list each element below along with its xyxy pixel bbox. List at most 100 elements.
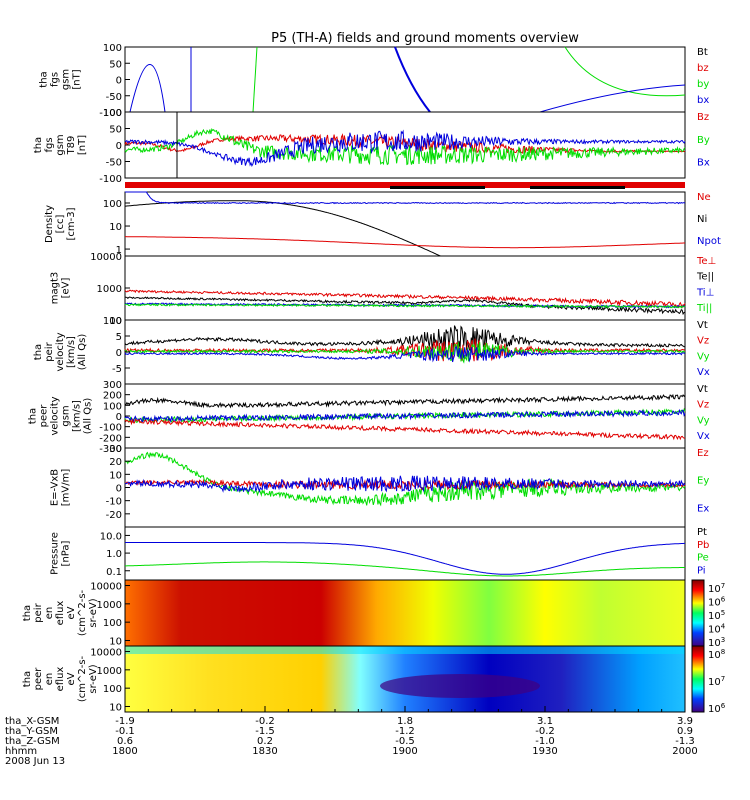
x-tick-label: 0.6 <box>117 736 133 747</box>
x-tick-label: 0.2 <box>257 736 273 747</box>
y-tick-label: -100 <box>99 174 122 185</box>
y-tick-label: 10 <box>109 470 122 481</box>
series-line-red <box>125 236 685 249</box>
y-tick-label: -20 <box>106 510 122 521</box>
x-tick-label: 1.8 <box>397 716 413 727</box>
y-tick-label: 10 <box>109 636 122 647</box>
spectrogram-top-band <box>125 646 685 654</box>
x-tick-label: -1.0 <box>535 736 555 747</box>
legend-entry: Te⊥ <box>696 256 716 267</box>
series-line-blue <box>125 542 685 575</box>
y-tick-label: -200 <box>99 433 122 444</box>
y-tick-label: 30 <box>109 444 122 455</box>
x-tick-label: 1830 <box>252 746 277 757</box>
y-tick-label: -50 <box>106 92 122 103</box>
series-line-black <box>124 200 685 257</box>
legend-entry: Ez <box>697 448 709 459</box>
y-axis-label: thapeirenefluxeV(cm^2-s-sr-eV) <box>22 589 99 636</box>
y-tick-label: 0 <box>116 76 122 87</box>
y-tick-label: 100 <box>103 684 122 695</box>
y-tick-label: 1000 <box>97 600 122 611</box>
legend-entry: Bz <box>697 112 709 123</box>
series-line-red <box>124 418 686 441</box>
x-tick-label: -0.5 <box>395 736 415 747</box>
y-tick-label: 1000 <box>97 666 122 677</box>
legend-entry: Ti⊥ <box>696 287 714 298</box>
y-tick-label: -300 <box>99 444 122 455</box>
x-tick-label: -0.2 <box>535 726 555 737</box>
y-axis-label: thafgsgsm[nT] <box>39 69 83 90</box>
panel-Bt-0: 100 50 0 -50 -100 thafgsgsm[nT] Bt bz by bx <box>39 43 710 119</box>
x-tick-label: -1.2 <box>395 726 415 737</box>
series-line-green <box>124 342 686 364</box>
date-label: 2008 Jun 13 <box>5 756 65 767</box>
time-axis: tha_X-GSM -1.9 -0.2 1.8 3.1 3.9 tha_Y-GSM -0.1 -… <box>5 706 698 767</box>
figure-title: P5 (TH-A) fields and ground moments over… <box>271 31 579 46</box>
colorbar-tick-label: 107 <box>708 582 725 595</box>
y-axis-label: Density[cc][cm-3] <box>44 205 77 243</box>
colorbar-tick-label: 105 <box>708 609 725 622</box>
y-tick-label: 10.0 <box>100 531 122 542</box>
series-line-black <box>124 325 686 353</box>
panel-frame <box>124 111 686 179</box>
y-tick-label: -100 <box>99 108 122 119</box>
x-tick-label: 1930 <box>532 746 557 757</box>
x-tick-label: -1.5 <box>255 726 275 737</box>
flag-segment <box>390 186 485 189</box>
legend-entry: Vy <box>697 351 710 362</box>
x-tick-label: 2000 <box>672 746 697 757</box>
y-axis-label: thapeerenefluxeV(cm^2-s-sr-eV) <box>22 655 99 702</box>
legend-entry: Bx <box>697 158 710 169</box>
series-line-red <box>124 133 686 155</box>
y-tick-label: -100 <box>99 423 122 434</box>
y-tick-label: 50 <box>109 59 122 70</box>
legend-entry: bz <box>697 63 709 74</box>
x-tick-label: -0.2 <box>255 716 275 727</box>
legend-entry: Bt <box>697 47 708 58</box>
series-line-blue <box>129 64 166 113</box>
legend-entry: Vt <box>697 384 708 395</box>
series-line-red <box>124 289 686 309</box>
row-label: tha_Z-GSM <box>5 736 60 747</box>
y-tick-label: 200 <box>103 391 122 402</box>
panel-frame <box>124 526 686 581</box>
legend-entry: bx <box>697 95 709 106</box>
series-line-red <box>124 338 686 362</box>
y-tick-label: -10 <box>106 497 122 508</box>
y-tick-label: 0 <box>116 348 122 359</box>
series-line-blue <box>394 46 431 113</box>
row-label: tha_Y-GSM <box>5 726 58 737</box>
legend-entry: By <box>697 135 710 146</box>
x-tick-label: 1800 <box>112 746 137 757</box>
legend-entry: Vx <box>697 367 710 378</box>
y-tick-label: 20 <box>109 457 122 468</box>
panel-Vt-5: 10 5 0 -5 thapeirvelocity[km/s](All Qs) Vt Vz V… <box>33 316 710 385</box>
series-line-blue <box>124 129 686 168</box>
legend-entry: Ne <box>697 192 711 203</box>
series-line-green <box>564 46 686 97</box>
x-tick-label: 0.9 <box>677 726 693 737</box>
legend-entry: Vz <box>697 336 709 347</box>
series-line-blue <box>124 408 686 424</box>
y-tick-label: -50 <box>106 158 122 169</box>
legend-entry: Pt <box>697 527 707 538</box>
panel-frame <box>124 46 686 113</box>
y-tick-label: 100 <box>103 108 122 119</box>
legend-entry: Vx <box>697 431 710 442</box>
y-tick-label: 10 <box>109 702 122 713</box>
y-tick-label: 10000 <box>90 648 122 659</box>
legend-entry: Te|| <box>696 272 714 283</box>
legend-entry: Vz <box>697 400 709 411</box>
y-axis-label: magt3[eV] <box>50 272 72 305</box>
row-label: hhmm <box>5 746 37 757</box>
spectrogram-core <box>380 674 540 698</box>
y-tick-label: 100 <box>103 199 122 210</box>
flag-bar <box>125 182 685 188</box>
y-axis-label: E=-VxB[mV/m] <box>50 469 72 507</box>
panel-Ez-7: 30 20 10 0 -10 -20 E=-VxB[mV/m] Ez Ey Ex <box>50 444 709 528</box>
